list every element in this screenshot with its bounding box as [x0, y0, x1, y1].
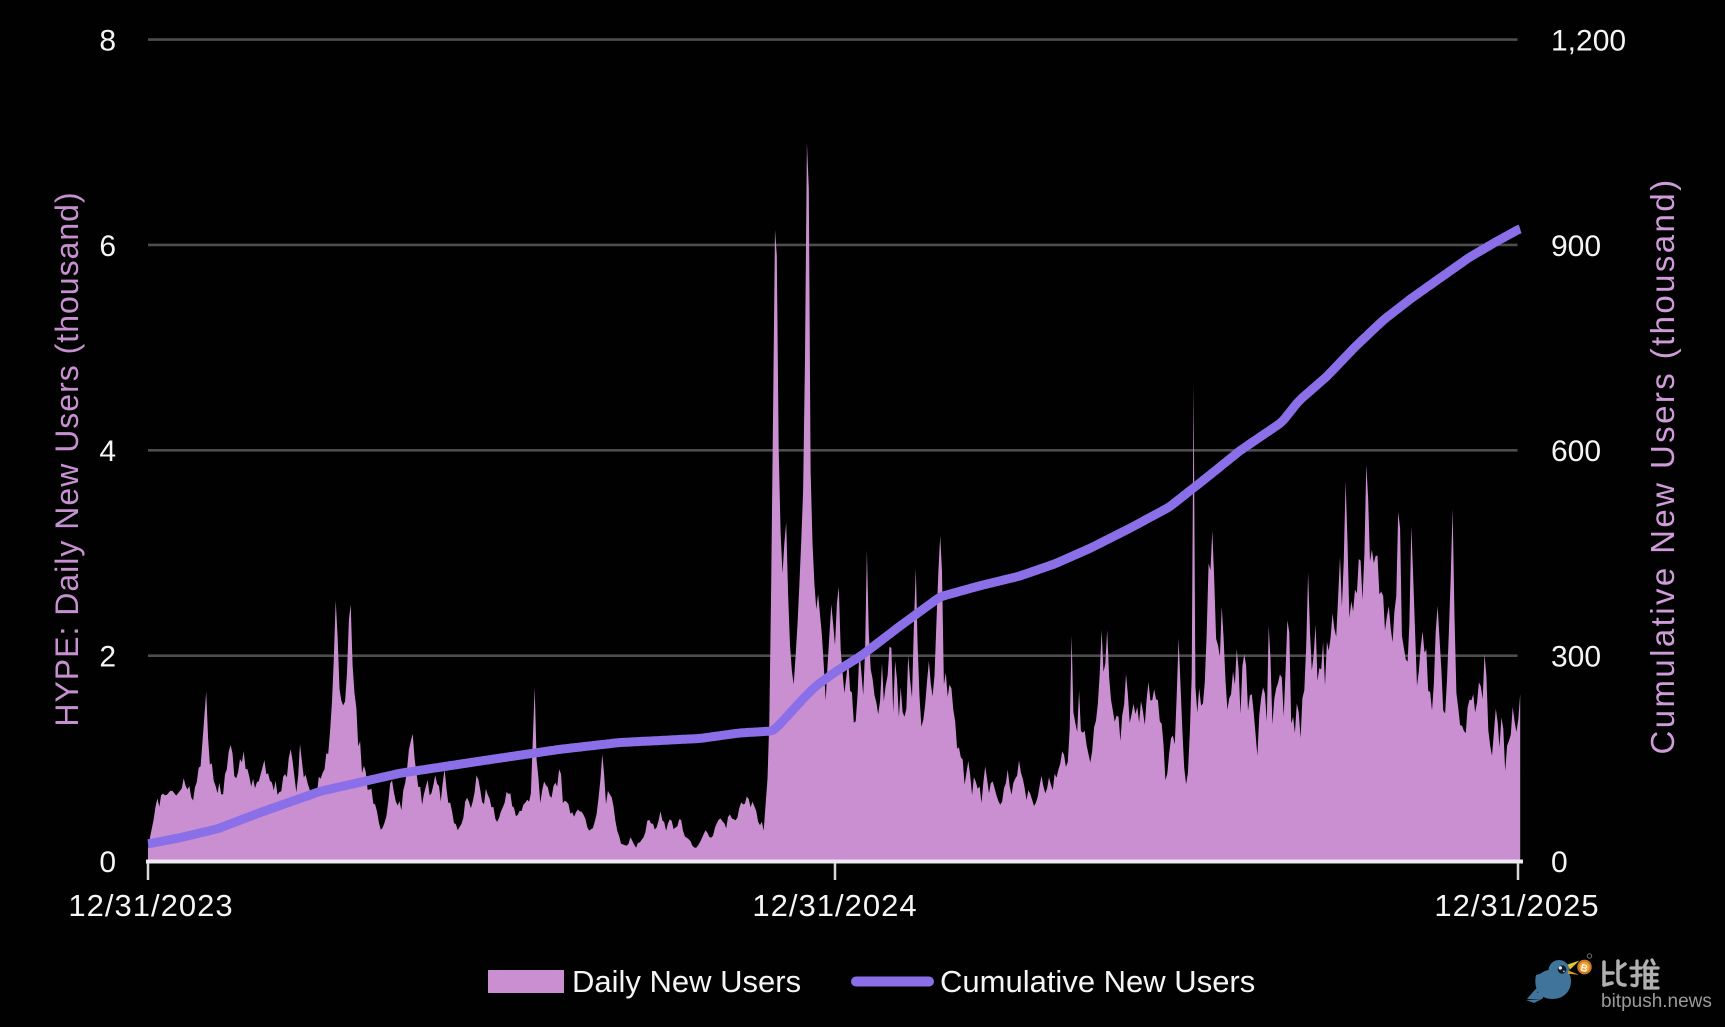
svg-text:HYPE: Daily New Users (thousan: HYPE: Daily New Users (thousand) [49, 191, 85, 726]
svg-text:Cumulative New Users (thousand: Cumulative New Users (thousand) [1644, 178, 1681, 755]
svg-text:1,200: 1,200 [1551, 24, 1626, 57]
svg-text:2: 2 [99, 641, 116, 674]
svg-text:B: B [1579, 963, 1589, 975]
svg-text:Cumulative New Users: Cumulative New Users [940, 964, 1255, 999]
svg-text:6: 6 [99, 230, 116, 263]
svg-text:900: 900 [1551, 230, 1601, 263]
svg-text:8: 8 [99, 24, 116, 57]
svg-text:300: 300 [1551, 641, 1601, 674]
svg-text:bitpush.news: bitpush.news [1601, 991, 1712, 1012]
svg-text:0: 0 [99, 846, 116, 879]
svg-text:12/31/2024: 12/31/2024 [752, 888, 917, 923]
svg-text:4: 4 [99, 435, 116, 468]
svg-text:600: 600 [1551, 435, 1601, 468]
svg-text:12/31/2025: 12/31/2025 [1434, 888, 1599, 923]
svg-text:Daily New Users: Daily New Users [572, 964, 801, 999]
svg-text:12/31/2023: 12/31/2023 [68, 888, 233, 923]
svg-text:0: 0 [1551, 846, 1568, 879]
